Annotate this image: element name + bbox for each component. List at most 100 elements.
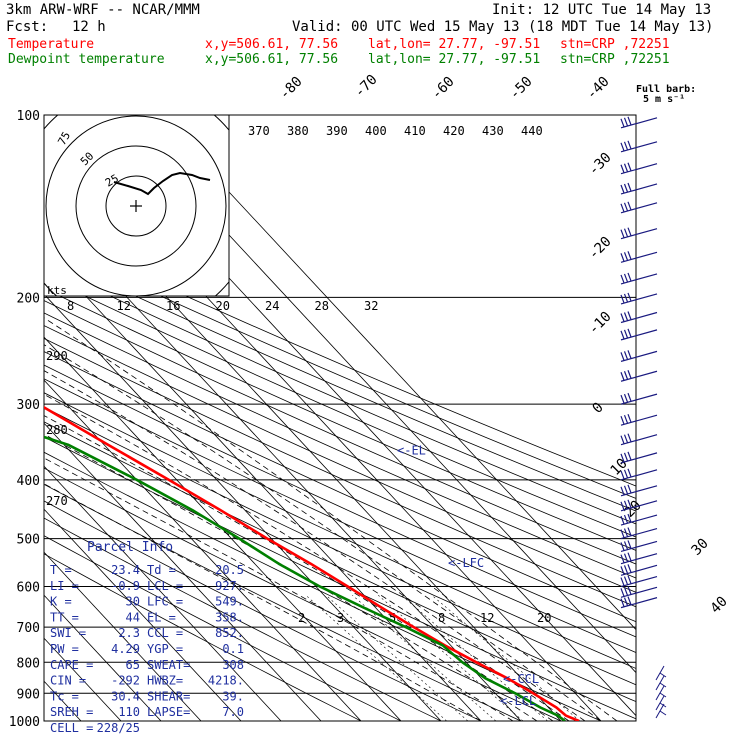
mixing-ratio-line — [378, 594, 524, 721]
isotherm-label: 40 — [708, 594, 731, 617]
isotherm-line — [44, 336, 402, 721]
wind-barb-flag — [620, 415, 625, 425]
wind-barb-flag — [623, 163, 629, 172]
hodograph-scale-label: 20 — [216, 299, 230, 313]
hodograph-scale-label: 24 — [265, 299, 279, 313]
wind-barb-flag — [620, 352, 625, 361]
dry-adiabat-line — [44, 351, 636, 623]
dry-adiabat-line — [44, 276, 636, 538]
parcel-info-value: 228/25 — [97, 721, 140, 735]
mixing-ratio-label: 3 — [337, 611, 344, 625]
dry-adiabat-line — [44, 517, 442, 721]
parcel-info-value: 4.29 — [111, 642, 140, 656]
parcel-info-label: LCL = — [147, 579, 183, 593]
wind-barb-flag — [623, 434, 629, 443]
isotherm-label: -30 — [586, 150, 615, 179]
pressure-tick-label: 900 — [17, 687, 40, 702]
moist-adiabat-line — [44, 317, 618, 721]
wind-barb-flag — [627, 499, 632, 509]
wind-barb-shaft — [620, 117, 658, 129]
wind-barb-flag — [620, 598, 625, 607]
parcel-info-label: T = — [50, 563, 72, 577]
wind-barb-shaft — [620, 586, 658, 598]
wind-barb — [620, 540, 658, 552]
parcel-info-label: Td = — [147, 563, 176, 577]
hodograph-trace — [113, 171, 211, 196]
wind-barb-shaft — [620, 500, 658, 512]
parcel-info-label: CAPE = — [50, 658, 93, 672]
theta-label: 270 — [46, 494, 68, 508]
dry-adiabat-line — [44, 483, 522, 721]
wind-barb — [620, 311, 658, 324]
barb-legend-value: 5 m s⁻¹ — [643, 94, 685, 105]
wind-barb-flag — [623, 576, 629, 585]
wind-barb-flag — [623, 273, 629, 283]
wind-barb-flag — [623, 597, 629, 606]
wind-barb-flag — [620, 229, 625, 238]
wind-barb — [620, 292, 658, 305]
isotherm-label: -20 — [586, 234, 615, 263]
init-time: Init: 12 UTC Tue 14 May 13 — [492, 2, 712, 18]
parcel-level-annotation: <-CCL — [503, 672, 539, 686]
parcel-info-value: 549. — [215, 595, 244, 609]
wind-barb-flag — [620, 588, 625, 597]
plot-frame — [43, 114, 637, 722]
wind-barb-flag — [659, 672, 667, 678]
wind-barb-shaft — [620, 163, 658, 175]
wind-barb-flag — [659, 710, 667, 716]
pressure-tick-label: 700 — [17, 621, 40, 636]
wind-barb — [655, 665, 667, 681]
parcel-info-value: 358. — [215, 610, 244, 624]
wind-barb-flag — [627, 311, 632, 320]
theta-label: 410 — [404, 124, 426, 138]
wind-barb-flag — [623, 371, 629, 380]
dewpoint-latlon: lat,lon= 27.77, -97.51 — [368, 52, 541, 67]
theta-label: 400 — [365, 124, 387, 138]
isotherm-line — [44, 422, 322, 721]
wind-barb-flag — [627, 552, 632, 561]
wind-barb — [620, 140, 658, 153]
barb-legend-title: Full barb: — [636, 84, 696, 95]
isotherm-label: -70 — [352, 72, 381, 101]
wind-barb-flag — [627, 350, 632, 359]
parcel-info-label: Tc = — [50, 689, 79, 703]
parcel-info-value: 23.4 — [111, 563, 140, 577]
wind-barb-flag — [627, 433, 632, 442]
wind-barb — [620, 116, 658, 129]
wind-barb-flag — [623, 587, 629, 596]
dewpoint-station: stn=CRP ,72251 — [560, 52, 670, 67]
isotherm-label: 30 — [689, 536, 712, 559]
parcel-level-annotation: <-LFC — [448, 556, 484, 570]
wind-barb-flag — [623, 541, 629, 550]
wind-barb-flag — [623, 414, 629, 424]
wind-barb — [620, 350, 658, 362]
pressure-tick-label: 300 — [17, 398, 40, 413]
moist-adiabat-line — [44, 370, 586, 721]
wind-barb-flag — [620, 118, 625, 128]
wind-barb-shaft — [620, 370, 658, 382]
hodograph-scale-label: 16 — [166, 299, 180, 313]
wind-barb-shaft — [620, 329, 658, 341]
theta-label: 370 — [248, 124, 270, 138]
wind-barb-flag — [627, 586, 632, 595]
parcel-info-label: TT = — [50, 610, 79, 624]
wind-barb-flag — [620, 330, 625, 340]
temperature-xy: x,y=506.61, 77.56 — [205, 37, 339, 52]
wind-barb — [620, 413, 658, 426]
parcel-info-value: 30 — [126, 595, 140, 609]
hodograph-ring — [105, 175, 167, 237]
wind-barb-shaft — [620, 540, 658, 552]
parcel-info-label: SREH = — [50, 705, 93, 719]
wind-barb — [620, 433, 658, 446]
wind-barb-flag — [627, 564, 632, 573]
parcel-info-label: LAPSE= — [147, 705, 190, 719]
wind-barb — [620, 370, 658, 382]
parcel-info-value: 44 — [126, 610, 140, 624]
isotherm-line — [0, 115, 1, 721]
wind-barb — [620, 328, 658, 341]
parcel-info-label: LFC = — [147, 595, 183, 609]
hodograph-scale-label: 8 — [67, 299, 74, 313]
parcel-info-value: 65 — [126, 658, 140, 672]
wind-barb-shaft — [620, 564, 658, 576]
